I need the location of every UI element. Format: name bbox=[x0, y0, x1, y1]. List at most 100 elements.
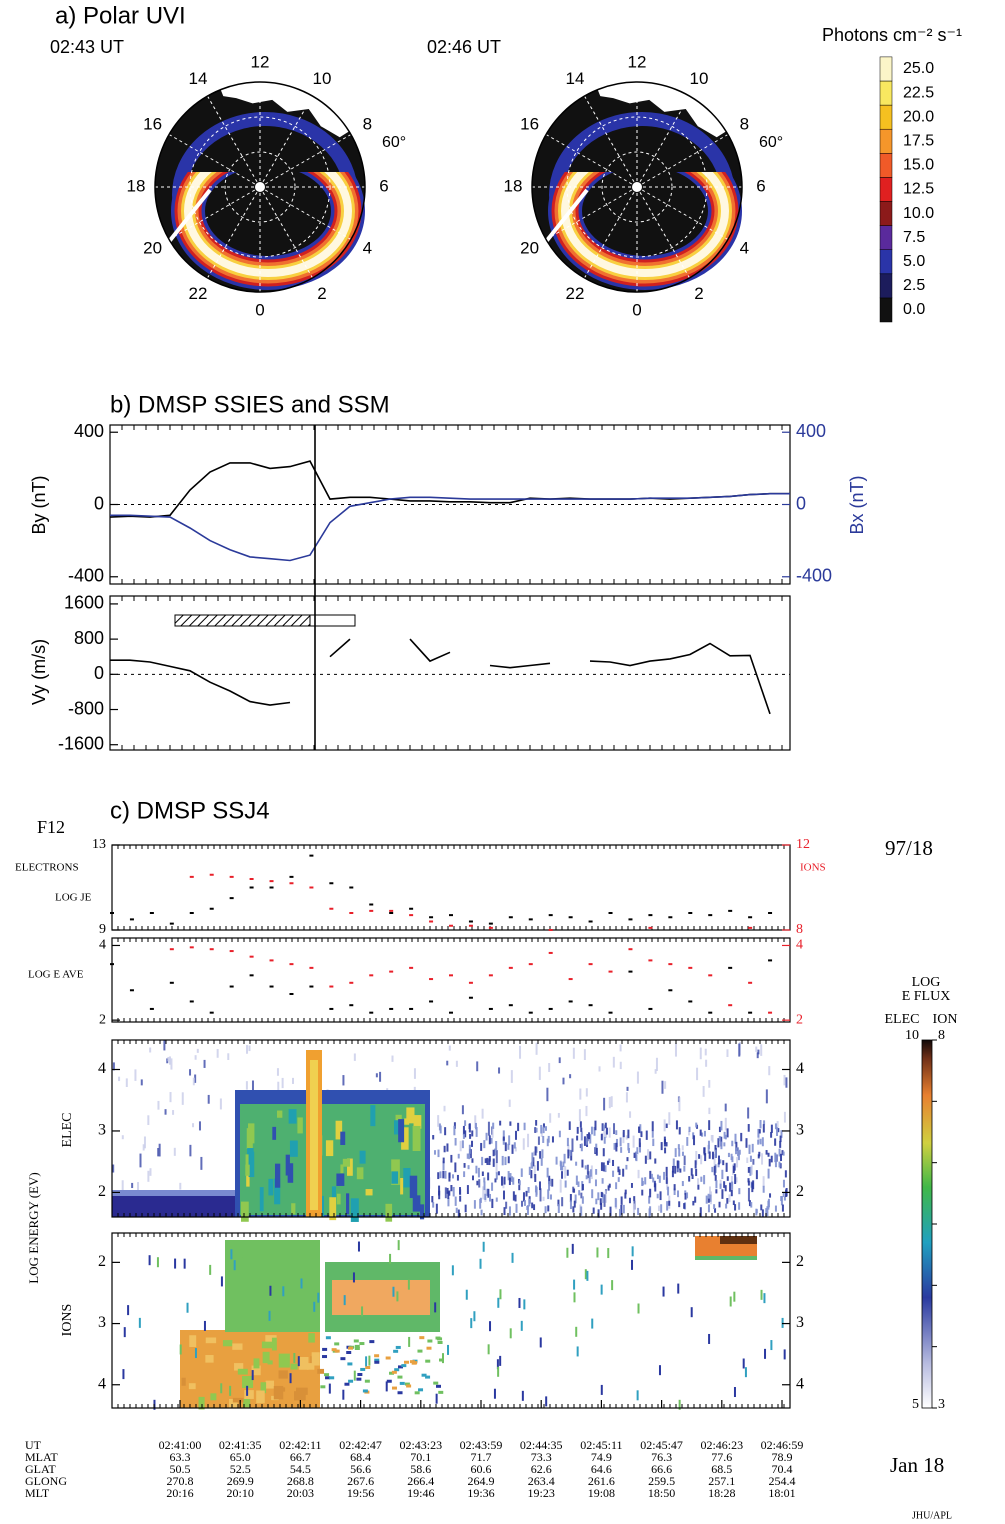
spectrogram-texture bbox=[702, 1085, 705, 1097]
spectrogram-texture bbox=[615, 1182, 618, 1190]
spectrogram-texture bbox=[228, 1398, 238, 1409]
spectrogram-texture bbox=[174, 1258, 177, 1269]
spectrogram-texture bbox=[196, 1048, 199, 1053]
spectrogram-texture bbox=[557, 1199, 560, 1207]
spectrogram-texture bbox=[397, 1365, 403, 1369]
spectrogram-texture bbox=[499, 1289, 502, 1300]
table-cell: 02:42:47 bbox=[339, 1438, 382, 1452]
spectrogram-texture bbox=[401, 1364, 407, 1368]
spectrogram-texture bbox=[751, 1182, 754, 1193]
spectrogram-texture bbox=[205, 1355, 214, 1363]
spectrogram-texture bbox=[760, 1044, 763, 1056]
spectrogram-texture bbox=[776, 1121, 779, 1128]
spectrogram-texture bbox=[751, 1143, 754, 1153]
table-cell: 18:28 bbox=[708, 1486, 735, 1500]
spectrogram-texture bbox=[622, 1132, 625, 1144]
spectrogram-texture bbox=[443, 1145, 446, 1153]
spectrogram-texture bbox=[763, 1293, 766, 1304]
spectrogram-texture bbox=[482, 1241, 485, 1252]
table-cell: GLONG bbox=[25, 1474, 67, 1488]
data-point bbox=[409, 966, 414, 969]
table-cell: 78.9 bbox=[772, 1450, 793, 1464]
spectrogram-texture bbox=[122, 1369, 125, 1380]
spectrogram-texture bbox=[748, 1200, 751, 1207]
spectrogram-texture bbox=[610, 1096, 613, 1108]
data-point bbox=[229, 985, 234, 988]
spectrogram-texture bbox=[308, 1333, 315, 1343]
spectrogram-texture bbox=[657, 1205, 660, 1212]
data-point bbox=[688, 912, 693, 914]
spectrogram-texture bbox=[686, 1137, 689, 1146]
y2-axis-label: IONS bbox=[800, 862, 826, 874]
spectrogram-texture bbox=[523, 1200, 526, 1206]
spectrogram-texture bbox=[346, 1193, 350, 1215]
spectrogram-texture bbox=[293, 1352, 296, 1363]
spectrogram-texture bbox=[353, 1053, 356, 1061]
spectrogram-texture bbox=[649, 1151, 652, 1160]
spectrogram-texture bbox=[379, 1071, 382, 1082]
spectrogram-texture bbox=[530, 1169, 533, 1179]
table-cell: 63.3 bbox=[170, 1450, 191, 1464]
spectrogram-texture bbox=[533, 1204, 536, 1211]
data-point bbox=[289, 882, 294, 885]
spectrogram-texture bbox=[730, 1176, 733, 1187]
spectrogram-texture bbox=[538, 1181, 541, 1191]
spectrogram-texture bbox=[730, 1153, 733, 1161]
spectrogram-texture bbox=[537, 1136, 540, 1145]
data-point bbox=[189, 1000, 194, 1003]
spectrogram-texture bbox=[633, 1196, 636, 1202]
spectrogram-texture bbox=[134, 1069, 137, 1081]
spectrogram-texture bbox=[385, 1356, 391, 1360]
spectrogram-texture bbox=[251, 1365, 261, 1376]
spectrogram-texture bbox=[448, 1190, 451, 1196]
spectrogram-texture bbox=[507, 1143, 510, 1150]
spectrogram-texture bbox=[708, 1107, 711, 1115]
spectrogram-texture bbox=[374, 1354, 380, 1358]
spectrogram-texture bbox=[665, 1123, 668, 1129]
data-point bbox=[269, 886, 274, 889]
data-point bbox=[349, 981, 354, 984]
y-axis-label: LOG ENERGY (EV) bbox=[26, 1172, 41, 1283]
spectrogram-texture bbox=[362, 1389, 368, 1393]
data-point bbox=[209, 907, 214, 910]
data-point bbox=[488, 926, 493, 929]
spectrogram-texture bbox=[604, 1122, 607, 1129]
spectrogram-texture bbox=[651, 1130, 654, 1138]
spectrogram-texture bbox=[708, 1333, 711, 1344]
spectrogram-texture bbox=[711, 1151, 714, 1160]
polar-grid bbox=[601, 151, 673, 223]
spectrogram-texture bbox=[504, 1156, 507, 1166]
spectrogram-texture bbox=[432, 1135, 435, 1140]
spectrogram-texture bbox=[644, 1155, 647, 1164]
spectrogram-texture bbox=[127, 1305, 130, 1316]
polar-panel bbox=[154, 81, 366, 293]
spectrogram-texture bbox=[619, 1137, 622, 1147]
spectrogram-texture bbox=[774, 1123, 777, 1130]
spectrogram-texture bbox=[583, 1136, 586, 1146]
spectrogram-texture bbox=[494, 1148, 497, 1156]
spectrogram-texture bbox=[665, 1166, 668, 1177]
spectrogram-texture bbox=[738, 1202, 741, 1210]
spectrogram-texture bbox=[495, 1150, 498, 1164]
spectrogram-texture bbox=[583, 1049, 586, 1060]
colorbar-label: 25.0 bbox=[903, 60, 934, 77]
spectrogram-texture bbox=[672, 1165, 675, 1173]
spectrogram-texture bbox=[719, 1179, 722, 1188]
colorbar-swatch bbox=[879, 297, 893, 323]
spectrogram-texture bbox=[502, 1178, 505, 1189]
table-cell: 02:43:23 bbox=[399, 1438, 442, 1452]
spectrogram-texture bbox=[571, 1138, 574, 1152]
spectrogram-texture bbox=[481, 1156, 484, 1166]
spectrogram-texture bbox=[662, 1286, 665, 1297]
latitude-label: 60° bbox=[759, 134, 783, 151]
spectrogram-texture bbox=[527, 1133, 530, 1148]
data-point bbox=[628, 918, 633, 921]
mlt-label: 4 bbox=[740, 238, 749, 257]
spectrogram-texture bbox=[666, 1201, 669, 1211]
spectrogram-texture bbox=[489, 1321, 492, 1332]
spectrogram-texture bbox=[365, 1365, 371, 1369]
spectrogram-texture bbox=[600, 1162, 603, 1171]
spectrogram-texture bbox=[520, 1168, 523, 1177]
spectrogram-texture bbox=[499, 1355, 502, 1366]
spectrogram-texture bbox=[713, 1153, 716, 1165]
